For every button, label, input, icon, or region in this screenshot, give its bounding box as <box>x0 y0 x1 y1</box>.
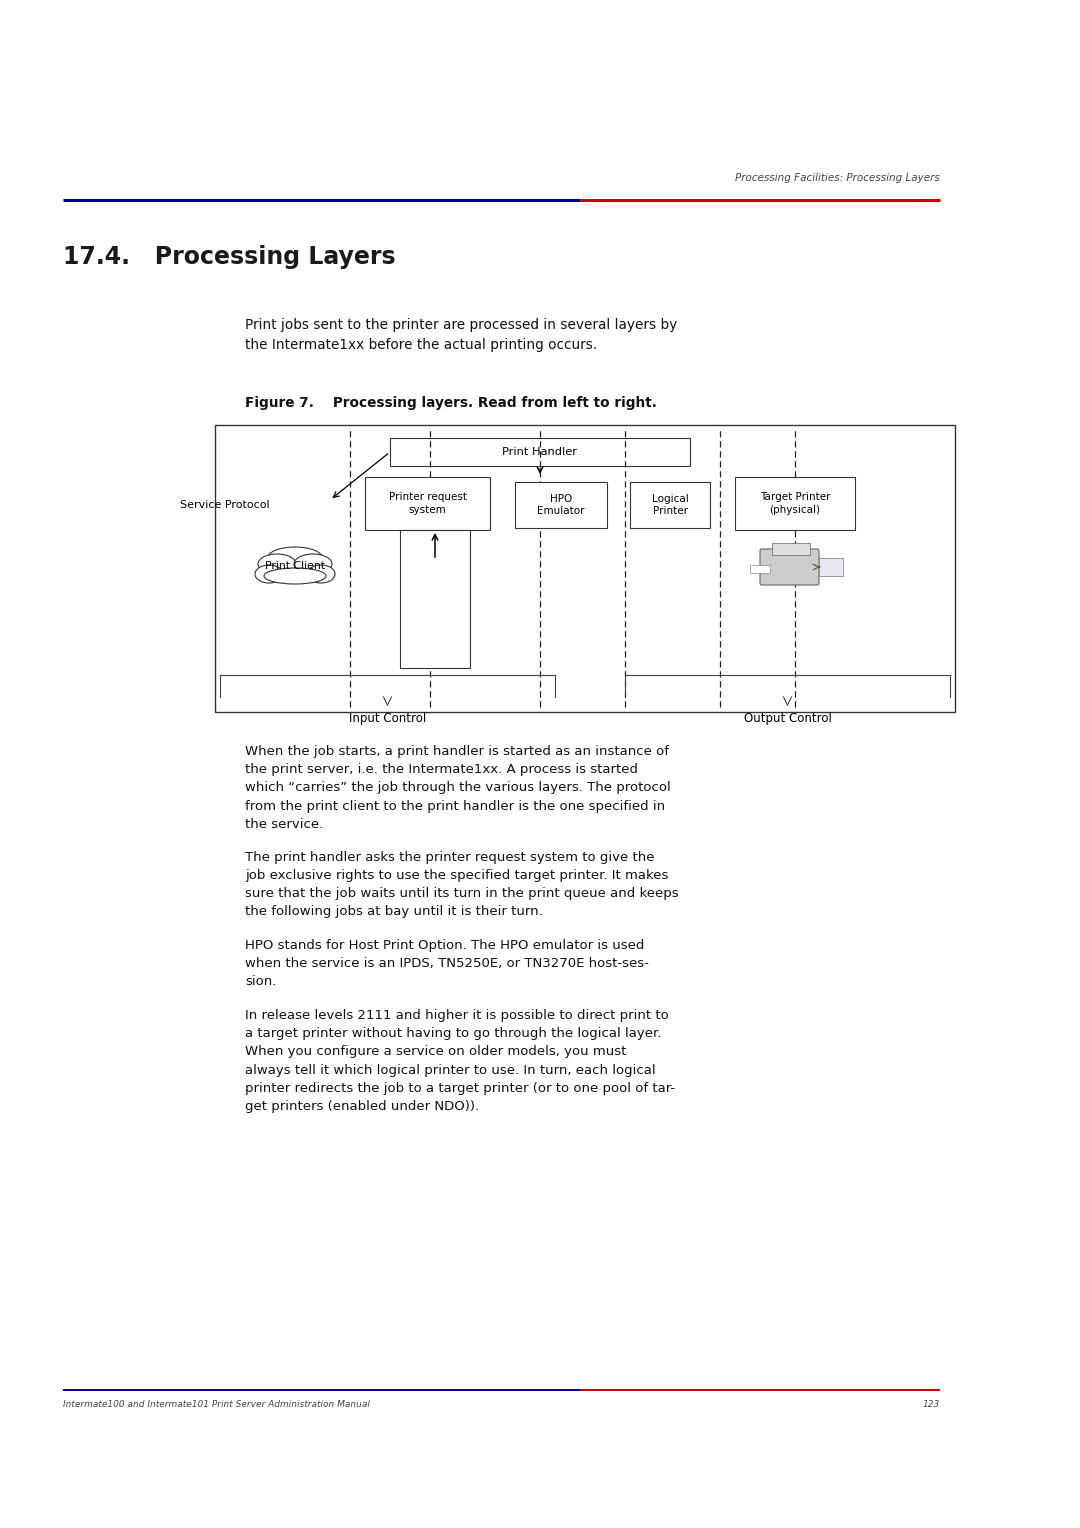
FancyBboxPatch shape <box>630 481 710 529</box>
FancyBboxPatch shape <box>515 481 607 529</box>
Text: Input Control: Input Control <box>349 712 427 724</box>
Text: HPO stands for Host Print Option. The HPO emulator is used
when the service is a: HPO stands for Host Print Option. The HP… <box>245 938 649 989</box>
Ellipse shape <box>258 555 296 575</box>
Text: Printer request
system: Printer request system <box>389 492 467 515</box>
Text: The print handler asks the printer request system to give the
job exclusive righ: The print handler asks the printer reque… <box>245 851 678 918</box>
FancyBboxPatch shape <box>750 565 770 573</box>
Text: HPO
Emulator: HPO Emulator <box>537 494 584 516</box>
Text: Print Client: Print Client <box>265 561 325 571</box>
FancyBboxPatch shape <box>735 477 855 530</box>
Text: Print Handler: Print Handler <box>502 448 578 457</box>
Text: Target Printer
(physical): Target Printer (physical) <box>759 492 831 515</box>
Text: Intermate100 and Intermate101 Print Server Administration Manual: Intermate100 and Intermate101 Print Serv… <box>63 1400 369 1409</box>
Ellipse shape <box>294 555 332 575</box>
Ellipse shape <box>307 565 335 584</box>
Text: In release levels 2111 and higher it is possible to direct print to
a target pri: In release levels 2111 and higher it is … <box>245 1008 675 1112</box>
FancyBboxPatch shape <box>215 425 955 712</box>
FancyBboxPatch shape <box>400 530 470 668</box>
FancyBboxPatch shape <box>819 558 843 576</box>
Ellipse shape <box>255 565 283 584</box>
Text: When the job starts, a print handler is started as an instance of
the print serv: When the job starts, a print handler is … <box>245 746 671 831</box>
Text: Logical
Printer: Logical Printer <box>651 494 688 516</box>
Text: Output Control: Output Control <box>743 712 832 724</box>
Ellipse shape <box>264 568 326 584</box>
FancyBboxPatch shape <box>390 439 690 466</box>
Text: 17.4.   Processing Layers: 17.4. Processing Layers <box>63 244 395 269</box>
FancyBboxPatch shape <box>772 542 810 555</box>
FancyBboxPatch shape <box>760 549 819 585</box>
FancyBboxPatch shape <box>365 477 490 530</box>
Text: Processing Facilities: Processing Layers: Processing Facilities: Processing Layers <box>735 173 940 183</box>
Text: Service Protocol: Service Protocol <box>180 500 270 510</box>
Text: Figure 7.    Processing layers. Read from left to right.: Figure 7. Processing layers. Read from l… <box>245 396 657 410</box>
Text: Print jobs sent to the printer are processed in several layers by
the Intermate1: Print jobs sent to the printer are proce… <box>245 318 677 351</box>
Text: 123: 123 <box>922 1400 940 1409</box>
Ellipse shape <box>268 547 323 568</box>
